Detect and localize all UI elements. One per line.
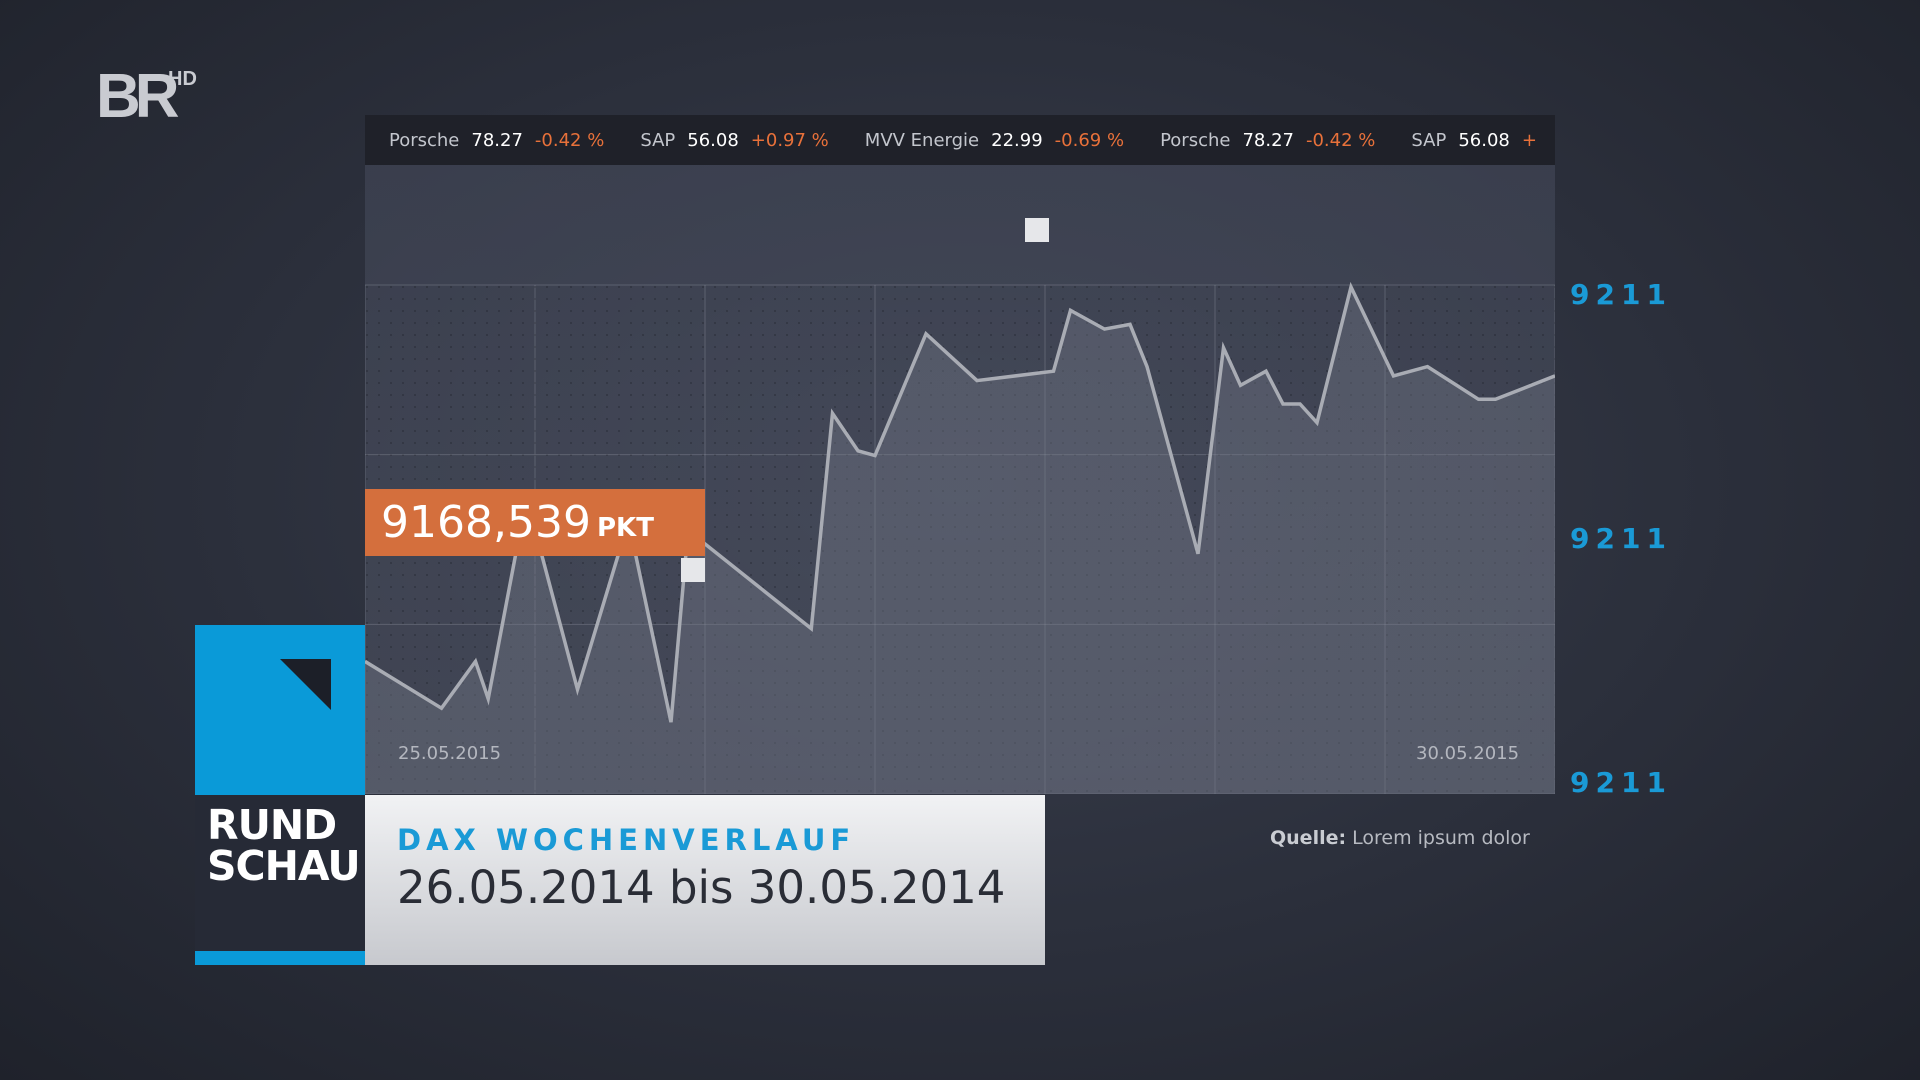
y-axis-label: 9211 [1570,522,1672,555]
chart-title: DAX WOCHENVERLAUF [397,823,856,857]
br-logo: BR HD [96,62,197,131]
rundschau-corner-icon [280,659,331,710]
ticker-change: +0.97 % [750,129,829,151]
chart-svg [365,218,1555,794]
source-note: Quelle: Lorem ipsum dolor [1270,827,1530,849]
ticker-items: Porsche 78.27 -0.42 % SAP 56.08 +0.97 % … [389,115,1555,165]
rundschau-word-2: SCHAU [207,842,361,890]
x-axis-start-date: 25.05.2015 [398,743,502,764]
rundschau-word-1: RUND [207,801,337,849]
ticker-change: -0.42 % [534,129,605,151]
callout-marker-square [681,558,705,582]
ticker-name: SAP [1411,129,1447,151]
ticker-price: 78.27 [1242,129,1294,151]
callout-value: 9168,539 [381,497,591,548]
source-label: Quelle: [1270,827,1347,849]
ticker-name: Porsche [389,129,460,151]
source-text: Lorem ipsum dolor [1352,827,1530,849]
hd-badge: HD [168,68,197,90]
ticker-item: MVV Energie 22.99 -0.69 % [865,130,1124,151]
rundschau-logo-top [195,625,365,795]
ticker-name: SAP [640,129,676,151]
series-line [365,281,1555,723]
ticker-change: -0.42 % [1305,129,1376,151]
ticker-item: Porsche 78.27 -0.42 % [389,130,604,151]
stock-ticker: Porsche 78.27 -0.42 % SAP 56.08 +0.97 % … [365,115,1555,165]
chart-subtitle: 26.05.2014 bis 30.05.2014 [397,861,1006,914]
ticker-price: 22.99 [991,129,1043,151]
title-box: DAX WOCHENVERLAUF 26.05.2014 bis 30.05.2… [365,795,1045,965]
ticker-price: 56.08 [687,129,739,151]
value-callout: 9168,539 PKT [365,489,705,556]
ticker-item: SAP 56.08 +0.97 % [640,130,828,151]
ticker-item: Porsche 78.27 -0.42 % [1160,130,1375,151]
br-logo-text: BR [96,62,180,131]
ticker-price: 56.08 [1458,129,1510,151]
y-axis-label: 9211 [1570,766,1672,799]
chart-panel [365,165,1555,794]
rundschau-accent-bar [195,951,365,965]
rundschau-logo-bottom: RUND SCHAU [195,795,365,965]
x-axis-end-date: 30.05.2015 [1416,743,1520,764]
ticker-name: Porsche [1160,129,1231,151]
ticker-change: + [1521,129,1537,151]
ticker-price: 78.27 [471,129,523,151]
top-marker-square [1025,218,1049,242]
ticker-change: -0.69 % [1054,129,1125,151]
callout-unit: PKT [597,513,654,543]
y-axis-label: 9211 [1570,278,1672,311]
ticker-name: MVV Energie [864,129,980,151]
ticker-fade [1535,115,1555,165]
series-area [365,287,1555,794]
ticker-item: SAP 56.08 + [1411,130,1537,151]
